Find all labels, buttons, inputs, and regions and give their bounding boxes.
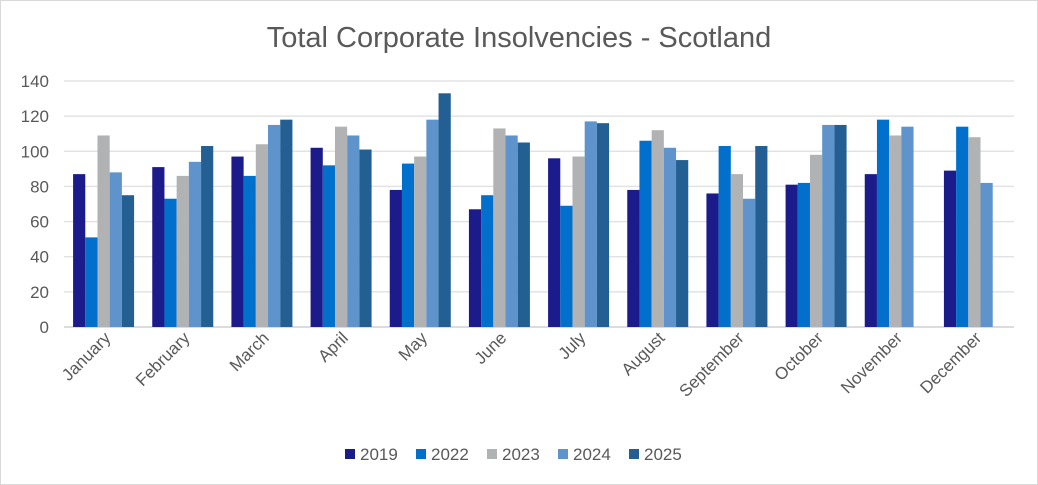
bar-2019-february xyxy=(152,167,165,327)
bar-2025-february xyxy=(201,146,214,327)
bar-2023-october xyxy=(809,154,823,327)
bar-2024-march xyxy=(268,124,281,327)
bar-2025-august xyxy=(676,160,689,327)
bar-2019-july xyxy=(548,158,561,327)
bar-2024-august xyxy=(663,147,677,327)
bar-2023-may xyxy=(414,156,427,327)
bar-2022-february xyxy=(164,198,177,327)
bar-2024-february xyxy=(188,161,202,327)
x-tick-label: March xyxy=(226,328,273,375)
chart-title: Total Corporate Insolvencies - Scotland xyxy=(267,22,772,54)
bar-2025-january xyxy=(121,195,135,327)
y-tick-label: 80 xyxy=(30,177,49,196)
bar-2022-october xyxy=(797,182,810,327)
x-tick-label: June xyxy=(471,328,511,368)
bar-2022-march xyxy=(243,175,256,327)
x-tick-label: April xyxy=(314,328,351,365)
bar-2024-july xyxy=(584,121,597,328)
bar-2019-april xyxy=(310,147,323,327)
bar-2023-july xyxy=(572,156,585,327)
y-tick-label: 0 xyxy=(40,318,49,337)
bar-2025-march xyxy=(280,119,293,328)
bar-2023-november xyxy=(889,135,902,327)
bar-2022-april xyxy=(322,165,335,327)
legend-label-2019: 2019 xyxy=(360,445,398,464)
bar-2024-september xyxy=(743,198,756,327)
x-tick-label: November xyxy=(837,328,906,397)
bar-2024-october xyxy=(822,124,835,327)
bar-2022-may xyxy=(401,163,415,327)
bar-2023-september xyxy=(730,174,744,327)
bar-2019-march xyxy=(231,156,244,327)
bar-2022-july xyxy=(560,205,573,327)
bar-2019-january xyxy=(73,174,86,327)
bar-2019-may xyxy=(389,189,402,327)
bar-2022-august xyxy=(639,140,652,327)
bar-2022-june xyxy=(481,195,494,327)
bar-2025-october xyxy=(834,124,847,327)
bar-2022-december xyxy=(956,126,969,327)
y-tick-label: 60 xyxy=(30,213,49,232)
y-tick-label: 20 xyxy=(30,283,49,302)
bar-2019-september xyxy=(706,193,719,327)
bar-2024-june xyxy=(505,135,518,327)
x-tick-label: January xyxy=(58,328,115,385)
bar-2025-july xyxy=(596,123,610,328)
legend-swatch-2022 xyxy=(416,449,426,459)
bar-2023-march xyxy=(255,144,269,327)
bar-2019-august xyxy=(627,189,640,327)
bar-2025-september xyxy=(755,146,768,327)
legend-label-2022: 2022 xyxy=(431,445,469,464)
legend-swatch-2019 xyxy=(345,449,355,459)
bar-2023-february xyxy=(176,175,189,327)
bar-2022-september xyxy=(718,146,731,327)
x-tick-label: October xyxy=(771,328,827,384)
bar-2024-april xyxy=(347,135,360,327)
bar-2024-november xyxy=(901,126,914,327)
legend-label-2024: 2024 xyxy=(573,445,611,464)
bar-2025-april xyxy=(359,149,372,327)
y-tick-label: 40 xyxy=(30,248,49,267)
bar-2025-june xyxy=(517,142,530,327)
x-tick-label: February xyxy=(132,328,194,390)
bar-2019-december xyxy=(943,170,957,327)
bar-2023-august xyxy=(651,130,664,327)
y-tick-label: 100 xyxy=(21,142,49,161)
legend-swatch-2023 xyxy=(487,449,497,459)
bar-2022-november xyxy=(876,119,890,328)
bar-2019-june xyxy=(468,209,482,327)
y-tick-label: 140 xyxy=(21,72,49,91)
x-tick-label: September xyxy=(675,328,747,400)
x-tick-label: August xyxy=(618,328,669,379)
bar-2022-january xyxy=(85,237,98,327)
x-tick-label: July xyxy=(555,328,590,363)
x-tick-label: December xyxy=(916,328,985,397)
bar-2025-may xyxy=(438,93,451,327)
legend-swatch-2025 xyxy=(629,449,639,459)
bar-2019-october xyxy=(785,184,798,327)
legend-label-2023: 2023 xyxy=(502,445,540,464)
bar-2023-june xyxy=(493,128,506,327)
y-tick-label: 120 xyxy=(21,107,49,126)
bar-2024-january xyxy=(109,172,122,327)
bar-2023-april xyxy=(334,126,348,327)
legend-swatch-2024 xyxy=(558,449,568,459)
bar-2019-november xyxy=(864,174,877,327)
bar-2024-may xyxy=(426,119,439,328)
legend-label-2025: 2025 xyxy=(644,445,682,464)
bar-2023-january xyxy=(97,135,110,327)
bar-2023-december xyxy=(968,137,981,327)
bar-2024-december xyxy=(980,182,993,327)
x-tick-label: May xyxy=(395,328,431,364)
